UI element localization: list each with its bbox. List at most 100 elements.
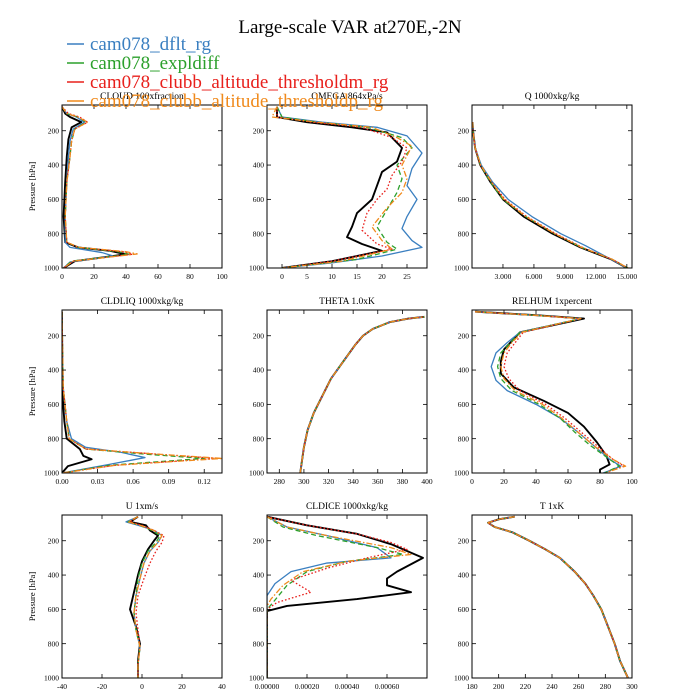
x-tick-label: 380 <box>397 477 409 486</box>
series-line-cam078_expldiff <box>62 106 130 268</box>
panel-title: CLOUD 100xfraction <box>100 91 184 102</box>
y-tick-label: 600 <box>253 195 265 204</box>
series-line-cam078_dflt_rg <box>276 106 423 268</box>
series-line-cam078_clubb_altitude_thresholdm_rg <box>276 106 408 268</box>
series-line-cam078_expldiff <box>487 516 629 678</box>
y-tick-label: 200 <box>253 126 265 135</box>
series-line-cam078_clubb_altitude_thresholdp_rg <box>267 516 412 678</box>
panel-8: CLDICE 1000xkg/kg 0.00000 0.00020 0.00040 0.… <box>249 502 428 691</box>
x-tick-label: 20 <box>378 272 386 281</box>
x-tick-label: 260 <box>573 682 585 691</box>
series-line-cam078_clubb_altitude_thresholdp_rg <box>127 516 163 678</box>
series-line-cam078_clubb_altitude_thresholdp_rg <box>299 316 425 473</box>
series-line-reference <box>472 122 628 268</box>
x-tick-label: 40 <box>218 682 226 691</box>
plot-frame <box>61 104 223 269</box>
plot-frame <box>471 104 633 269</box>
x-tick-label: 280 <box>600 682 612 691</box>
series-line-cam078_clubb_altitude_thresholdm_rg <box>487 516 629 678</box>
plot-frame <box>471 309 633 474</box>
x-tick-label: 0.12 <box>198 477 211 486</box>
x-tick-label: 280 <box>274 477 286 486</box>
y-tick-label: 400 <box>253 161 265 170</box>
series-line-cam078_dflt_rg <box>62 311 146 473</box>
y-tick-label: 400 <box>253 571 265 580</box>
legend-entry: cam078_clubb_altitude_thresholdp_rg <box>67 91 384 112</box>
series-line-cam078_clubb_altitude_thresholdm_rg <box>129 516 165 678</box>
y-tick-label: 200 <box>253 331 265 340</box>
panel-title: OMEGA 864xPa/s <box>311 92 383 102</box>
y-tick-label: 1000 <box>44 469 59 478</box>
y-tick-label: 200 <box>48 126 60 135</box>
x-tick-label: 60 <box>154 272 162 281</box>
series-line-reference <box>62 311 93 473</box>
series-line-cam078_dflt_rg <box>299 316 425 473</box>
y-axis-label: Pressure [hPa] <box>27 367 37 417</box>
y-axis-label: Pressure [hPa] <box>27 162 37 212</box>
x-tick-label: 180 <box>466 682 478 691</box>
series-group <box>62 311 222 473</box>
series-line-reference <box>475 310 611 473</box>
x-tick-label: 9.000 <box>556 272 573 281</box>
x-tick-label: 200 <box>493 682 505 691</box>
panel-title: CLDICE 1000xkg/kg <box>306 502 388 512</box>
plot-frame <box>471 514 633 679</box>
x-tick-label: 0 <box>470 477 474 486</box>
x-tick-label: 10 <box>328 272 336 281</box>
legend-label: cam078_expldiff <box>90 53 220 74</box>
series-line-cam078_clubb_altitude_thresholdp_rg <box>487 516 629 678</box>
y-tick-label: 1000 <box>44 264 59 273</box>
series-line-cam078_clubb_altitude_thresholdm_rg <box>267 516 408 678</box>
panel-5: THETA 1.0xK 280 300 320 340 360 380 400 200 400 60… <box>249 297 433 486</box>
x-tick-label: 12.000 <box>586 272 607 281</box>
y-tick-label: 1000 <box>249 469 264 478</box>
panel-title: RELHUM 1xpercent <box>512 297 592 307</box>
series-line-cam078_clubb_altitude_thresholdm_rg <box>472 122 629 268</box>
x-tick-label: 80 <box>596 477 604 486</box>
series-line-reference <box>276 106 403 268</box>
series-line-cam078_expldiff <box>472 122 629 268</box>
x-tick-label: 240 <box>546 682 558 691</box>
y-tick-label: 200 <box>253 536 265 545</box>
y-tick-label: 800 <box>458 434 470 443</box>
series-line-reference <box>267 515 424 678</box>
x-tick-label: 0.03 <box>91 477 104 486</box>
x-tick-label: 60 <box>564 477 572 486</box>
x-tick-label: 40 <box>122 272 130 281</box>
legend-entry: cam078_dflt_rg <box>67 34 212 55</box>
x-tick-label: 100 <box>626 477 638 486</box>
series-line-cam078_expldiff <box>276 106 413 268</box>
series-line-reference <box>129 515 159 678</box>
x-tick-label: 0.00040 <box>335 682 360 691</box>
y-tick-label: 600 <box>458 605 470 614</box>
series-group <box>125 515 165 678</box>
y-tick-label: 200 <box>48 331 60 340</box>
x-tick-label: 100 <box>216 272 228 281</box>
series-line-cam078_dflt_rg <box>487 516 629 678</box>
y-tick-label: 800 <box>253 434 265 443</box>
panel-title: T 1xK <box>540 502 565 512</box>
x-tick-label: 20 <box>178 682 186 691</box>
series-group <box>62 106 138 268</box>
series-group <box>472 122 629 268</box>
legend-label: cam078_dflt_rg <box>90 34 212 55</box>
x-tick-label: 25 <box>403 272 411 281</box>
panel-title: CLDLIQ 1000xkg/kg <box>101 297 184 307</box>
y-tick-label: 600 <box>458 195 470 204</box>
legend-entry: cam078_expldiff <box>67 53 220 74</box>
y-tick-label: 800 <box>48 434 60 443</box>
x-tick-label: 0.00060 <box>375 682 400 691</box>
y-tick-label: 400 <box>253 366 265 375</box>
y-tick-label: 1000 <box>249 264 264 273</box>
y-tick-label: 800 <box>253 229 265 238</box>
panel-7: U 1xm/s Pressure [hPa] -40 -20 0 20 40 200 400 60… <box>27 502 226 691</box>
series-group <box>271 106 423 268</box>
series-line-reference <box>299 315 425 473</box>
plot-frame <box>266 309 428 474</box>
y-tick-label: 200 <box>458 536 470 545</box>
series-line-cam078_expldiff <box>62 311 205 473</box>
y-tick-label: 800 <box>48 639 60 648</box>
x-tick-label: 0.00020 <box>295 682 320 691</box>
legend-entry: cam078_clubb_altitude_thresholdm_rg <box>67 72 389 93</box>
